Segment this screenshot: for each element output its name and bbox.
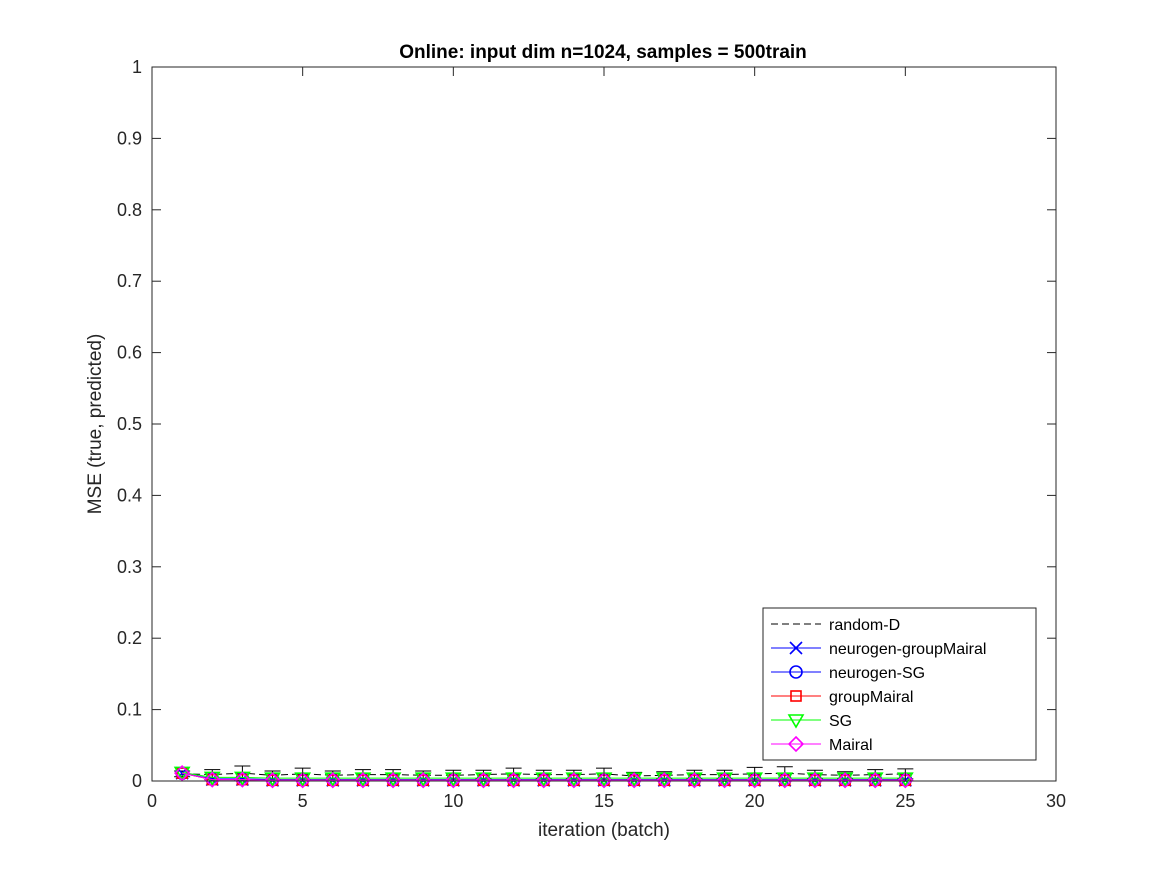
- data-point: [746, 772, 763, 789]
- y-tick-label: 0.7: [117, 271, 142, 291]
- y-tick-label: 0.6: [117, 343, 142, 363]
- legend-box: [762, 607, 1037, 761]
- legend-label: SG: [829, 713, 852, 730]
- data-point: [897, 772, 914, 789]
- x-axis-title: iteration (batch): [538, 820, 670, 841]
- y-tick-label: 0.1: [117, 700, 142, 720]
- legend-swatch-marker: [790, 690, 802, 702]
- legend-swatch-marker: [787, 735, 805, 753]
- x-tick-label: 20: [745, 791, 765, 811]
- data-point: [174, 765, 191, 782]
- y-tick-label: 0.2: [117, 628, 142, 648]
- data-point: [475, 772, 492, 789]
- data-point: [264, 772, 281, 789]
- legend-swatch-marker: [787, 714, 805, 729]
- y-tick-label: 0: [132, 771, 142, 791]
- x-tick-label: 25: [895, 791, 915, 811]
- legend-label: random-D: [829, 617, 900, 634]
- data-point: [656, 772, 673, 789]
- data-point: [415, 772, 432, 789]
- data-point: [565, 772, 582, 789]
- x-tick-label: 0: [147, 791, 157, 811]
- data-point: [716, 772, 733, 789]
- data-point: [294, 772, 311, 789]
- data-point: [776, 772, 793, 789]
- legend: random-D neurogen-groupMairal neurogen-SG g…: [762, 607, 1037, 761]
- y-tick-label: 1: [132, 57, 142, 77]
- data-point: [204, 771, 221, 788]
- y-tick-label: 0.3: [117, 557, 142, 577]
- y-tick-label: 0.8: [117, 200, 142, 220]
- data-point: [836, 772, 854, 789]
- data-point: [867, 772, 884, 789]
- data-point: [234, 771, 251, 788]
- data-point: [535, 772, 552, 789]
- chart-title: Online: input dim n=1024, samples = 500t…: [399, 42, 807, 63]
- legend-swatch-marker: [789, 641, 803, 655]
- data-point: [445, 772, 462, 789]
- data-point: [324, 772, 341, 789]
- axes-layer: 0 5 10 15 20 25 30 0 0.1 0.2 0.3 0.4 0.5 0.6 0.7 0.8 0.9…: [117, 57, 1066, 811]
- y-tick-label: 0.9: [117, 128, 142, 148]
- y-axis-title: MSE (true, predicted): [85, 334, 106, 515]
- data-point: [595, 772, 613, 789]
- legend-label: neurogen-groupMairal: [829, 641, 986, 658]
- x-tick-label: 15: [594, 791, 614, 811]
- x-tick-label: 5: [298, 791, 308, 811]
- data-point: [354, 772, 372, 789]
- legend-label: Mairal: [829, 737, 873, 754]
- legend-label: neurogen-SG: [829, 665, 925, 682]
- data-point: [384, 772, 402, 789]
- data-point: [686, 772, 703, 789]
- x-tick-label: 30: [1046, 791, 1066, 811]
- y-tick-label: 0.4: [117, 485, 142, 505]
- legend-swatch-marker: [789, 665, 803, 679]
- x-tick-label: 10: [443, 791, 463, 811]
- y-tick-label: 0.5: [117, 414, 142, 434]
- data-point: [626, 772, 643, 789]
- data-point: [505, 772, 522, 789]
- legend-label: groupMairal: [829, 689, 913, 706]
- data-point: [806, 772, 824, 789]
